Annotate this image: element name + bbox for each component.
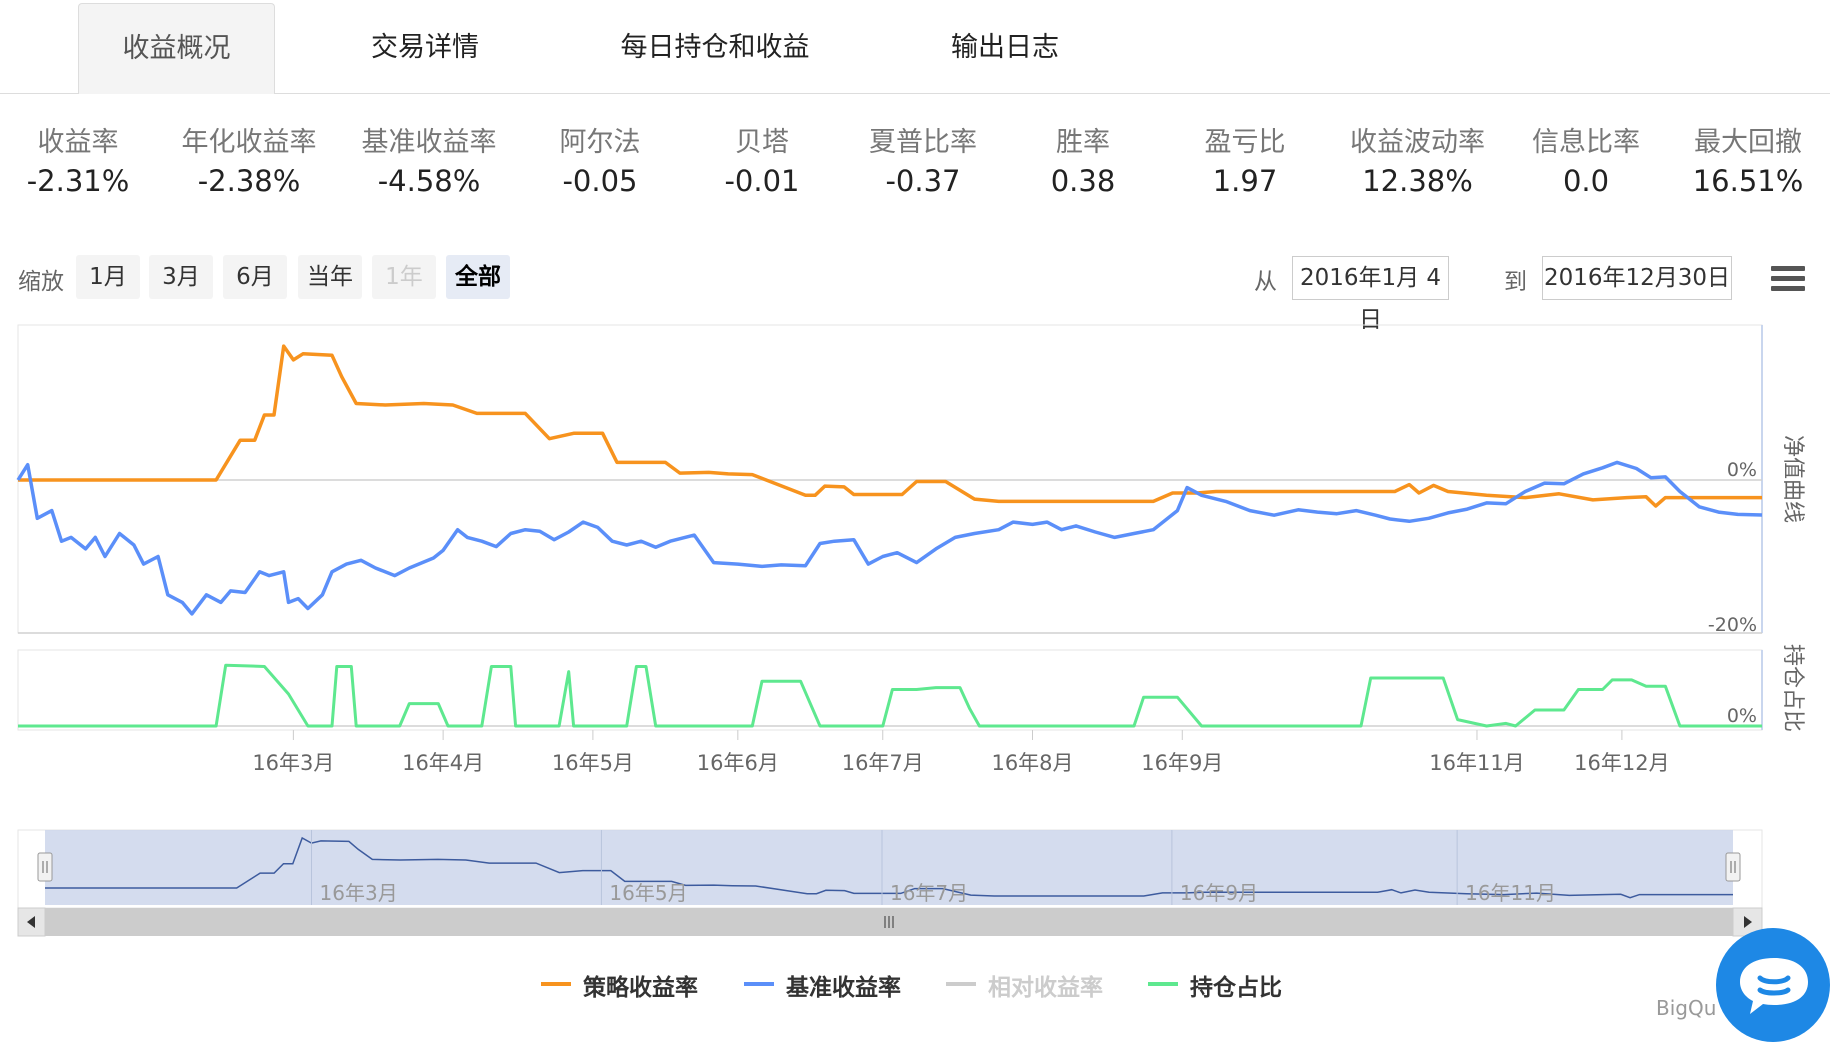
stat-label: 胜率	[1056, 127, 1110, 158]
stat-information-ratio: 信息比率 0.0	[1526, 124, 1646, 200]
stat-value: 0.38	[1050, 164, 1116, 198]
arrow-left-icon	[27, 916, 35, 928]
navigator-tick-label: 16年7月	[890, 881, 968, 905]
zoom-3m-button[interactable]: 3月	[149, 255, 213, 299]
stat-profit-loss-ratio: 盈亏比 1.97	[1190, 124, 1300, 200]
stat-value: 0.0	[1562, 164, 1610, 198]
x-tick-label: 16年5月	[552, 751, 634, 775]
stat-volatility: 收益波动率 12.38%	[1345, 124, 1490, 200]
zoom-label: 缩放	[18, 269, 64, 295]
axis-title-position: 持仓占比	[1780, 644, 1805, 732]
stat-label: 收益波动率	[1350, 127, 1485, 158]
x-tick-label: 16年7月	[842, 751, 924, 775]
x-tick-label: 16年9月	[1141, 751, 1223, 775]
x-tick-label: 16年6月	[697, 751, 779, 775]
legend-swatch	[946, 982, 976, 986]
stat-value: -4.58%	[377, 164, 481, 198]
stat-value: -0.05	[562, 164, 638, 198]
stat-alpha: 阿尔法 -0.05	[535, 124, 665, 200]
legend-label: 持仓占比	[1190, 975, 1282, 1001]
legend-swatch	[541, 982, 571, 986]
zoom-1m-button[interactable]: 1月	[76, 255, 140, 299]
zoom-6m-button[interactable]: 6月	[223, 255, 287, 299]
stat-value: 12.38%	[1362, 164, 1473, 198]
y-tick-label: -20%	[1708, 614, 1757, 636]
legend-swatch	[1148, 982, 1178, 986]
x-tick-label: 16年3月	[252, 751, 334, 775]
stat-annual-return: 年化收益率 -2.38%	[164, 124, 334, 200]
range-to-input[interactable]: 2016年12月30日	[1542, 256, 1732, 300]
arrow-right-icon	[1744, 916, 1752, 928]
y-tick-label: 0%	[1727, 459, 1757, 481]
navigator-handle[interactable]	[1725, 852, 1741, 882]
chart-credit[interactable]: BigQu	[1656, 996, 1717, 1020]
stat-label: 年化收益率	[181, 127, 317, 158]
position-pane-frame	[17, 649, 1763, 731]
zoom-ytd-button[interactable]: 当年	[298, 255, 362, 299]
stat-win-rate: 胜率 0.38	[1033, 124, 1133, 200]
stat-label: 阿尔法	[559, 127, 641, 158]
chat-bubble-icon	[1740, 958, 1808, 1014]
stat-label: 贝塔	[735, 127, 789, 158]
stat-label: 基准收益率	[361, 127, 497, 158]
stat-benchmark-return: 基准收益率 -4.58%	[344, 124, 514, 200]
zoom-1y-button[interactable]: 1年	[372, 255, 436, 299]
stats-row: 收益率 -2.31% 年化收益率 -2.38% 基准收益率 -4.58% 阿尔法…	[0, 124, 1840, 204]
stat-value: 16.51%	[1692, 164, 1804, 198]
chat-button[interactable]	[1716, 928, 1830, 1042]
stat-value: -0.01	[724, 164, 800, 198]
navigator-tick-label: 16年5月	[609, 881, 687, 905]
stat-return: 收益率 -2.31%	[0, 124, 156, 200]
stat-label: 信息比率	[1532, 127, 1640, 158]
legend-label: 相对收益率	[988, 975, 1103, 1001]
tab-bar: 收益概况 交易详情 每日持仓和收益 输出日志	[0, 0, 1830, 94]
series-line-2	[18, 663, 1762, 728]
range-from-input[interactable]: 2016年1月 4日	[1292, 256, 1449, 333]
stat-label: 夏普比率	[869, 127, 977, 158]
navigator-tick-label: 16年11月	[1465, 881, 1556, 905]
y-tick-label: 0%	[1727, 705, 1757, 727]
stat-sharpe: 夏普比率 -0.37	[858, 124, 988, 200]
stat-label: 盈亏比	[1204, 127, 1286, 158]
range-from-label: 从	[1254, 269, 1277, 295]
series-line-0	[18, 344, 1762, 508]
stat-label: 最大回撤	[1694, 127, 1802, 158]
axis-title-nav: 净值曲线	[1780, 435, 1805, 523]
x-tick-label: 16年11月	[1429, 751, 1524, 775]
navigator-series	[45, 836, 1733, 899]
x-tick-label: 16年12月	[1574, 751, 1669, 775]
series-line-1	[16, 460, 1763, 616]
navigator-handle[interactable]	[37, 852, 53, 882]
range-to-label: 到	[1504, 269, 1527, 295]
x-tick-label: 16年8月	[991, 751, 1073, 775]
tab-trade-details[interactable]: 交易详情	[371, 32, 479, 63]
navigator-tick-label: 16年3月	[320, 881, 398, 905]
stat-beta: 贝塔 -0.01	[697, 124, 827, 200]
scroll-left-button[interactable]	[17, 907, 46, 937]
stat-value: -0.37	[885, 164, 961, 198]
stat-label: 收益率	[37, 127, 119, 158]
stat-max-drawdown: 最大回撤 16.51%	[1688, 124, 1808, 200]
tab-returns-overview[interactable]: 收益概况	[78, 3, 275, 94]
legend-label: 策略收益率	[583, 975, 698, 1001]
navigator-tick-label: 16年9月	[1180, 881, 1258, 905]
tab-output-log[interactable]: 输出日志	[951, 32, 1059, 63]
tab-daily-positions[interactable]: 每日持仓和收益	[620, 32, 810, 63]
stat-value: 1.97	[1212, 164, 1278, 198]
x-tick-label: 16年4月	[402, 751, 484, 775]
zoom-all-button[interactable]: 全部	[446, 255, 510, 299]
stat-value: -2.38%	[197, 164, 301, 198]
legend-swatch	[744, 982, 774, 986]
stat-value: -2.31%	[26, 164, 130, 198]
legend-label: 基准收益率	[786, 975, 901, 1001]
hamburger-menu-icon[interactable]	[1771, 266, 1805, 292]
